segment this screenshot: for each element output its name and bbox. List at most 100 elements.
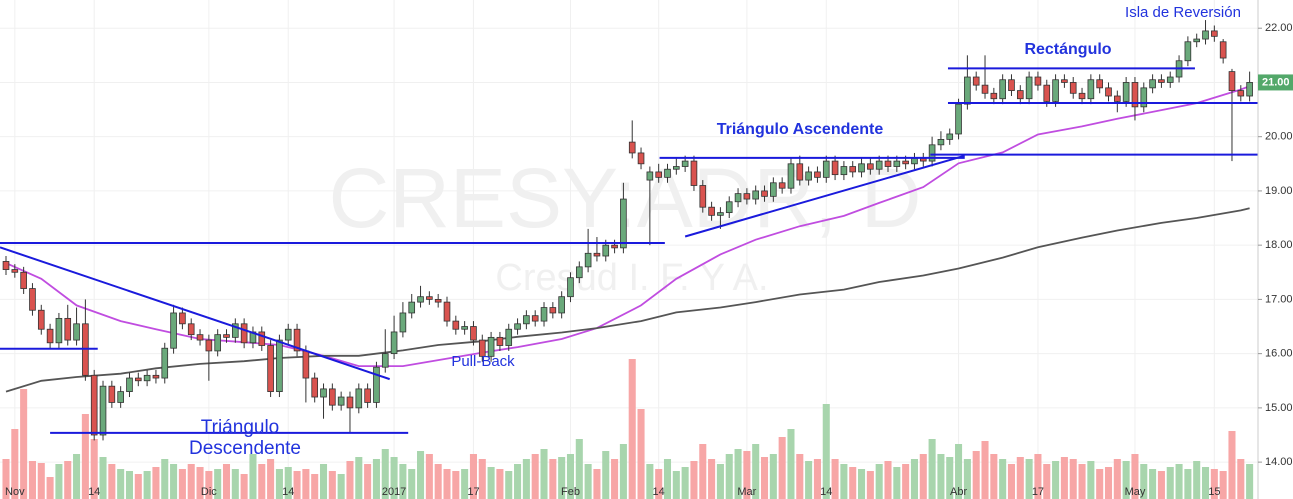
candle-body [443, 301, 451, 322]
candle-body [620, 198, 627, 249]
volume-bar [170, 464, 178, 499]
volume-bar [214, 469, 222, 499]
volume-bar [161, 459, 169, 499]
volume-bar [1034, 454, 1042, 499]
volume-bar [602, 451, 610, 499]
candle-body [673, 166, 680, 170]
volume-bar [858, 469, 866, 499]
candle-body [725, 201, 733, 214]
volume-bar [910, 459, 918, 499]
x-tick-label: 14 [820, 486, 832, 498]
volume-bar [655, 469, 663, 499]
volume-bar [355, 457, 363, 499]
volume-bar [328, 471, 336, 499]
candle-body [461, 326, 468, 330]
y-tick-label: 16.00 [1265, 348, 1293, 360]
trend-line [0, 246, 390, 381]
x-tick-label: 17 [1032, 486, 1044, 498]
candle-body [117, 391, 124, 403]
candle-body [170, 312, 177, 349]
candle-body [858, 163, 865, 173]
candle-body [646, 171, 654, 181]
volume-bar [1131, 454, 1139, 499]
candle-body [575, 266, 583, 279]
candle-body [1087, 79, 1095, 100]
candle-body [1158, 79, 1165, 83]
candle-body [1069, 82, 1077, 94]
candle-body [523, 315, 530, 325]
volume-layer [2, 359, 1254, 499]
volume-bar [37, 463, 45, 499]
candle-body [496, 336, 504, 346]
volume-bar [1149, 469, 1157, 499]
candle-body [928, 144, 936, 162]
trend-line [684, 154, 966, 238]
candle-body [232, 323, 239, 338]
candle-body [955, 103, 962, 135]
volume-bar [302, 469, 310, 499]
candle-body [311, 377, 319, 398]
candle-body [655, 171, 662, 178]
candle-body [179, 312, 186, 325]
volume-bar [540, 449, 548, 499]
candle-body [1131, 82, 1139, 108]
candle-body [1193, 38, 1201, 43]
candle-body [831, 160, 839, 176]
candle-body [346, 396, 354, 409]
volume-bar [231, 469, 239, 499]
x-tick-label: 17 [467, 486, 479, 498]
candle-body [1219, 41, 1227, 59]
candle-body [426, 296, 433, 300]
volume-bar [1016, 457, 1024, 499]
candle-body [1043, 84, 1051, 102]
volume-bar [20, 389, 28, 499]
annotation: Triángulo [201, 417, 280, 438]
candle-body [1061, 79, 1068, 83]
x-tick-label: 15 [1208, 486, 1220, 498]
volume-bar [937, 454, 945, 499]
candle-body [743, 193, 751, 200]
volume-bar [99, 457, 107, 499]
volume-bar [505, 471, 513, 499]
candle-body [364, 388, 371, 403]
candle-body [1149, 79, 1156, 89]
candle-body [787, 163, 795, 189]
volume-bar [452, 471, 460, 499]
volume-bar [875, 464, 883, 499]
volume-bar [311, 474, 319, 499]
volume-bar [681, 467, 689, 499]
volume-bar [408, 469, 416, 499]
candle-body [867, 163, 874, 170]
volume-bar [690, 461, 698, 499]
volume-bar [143, 471, 151, 499]
volume-bar [1210, 469, 1218, 499]
y-tick-label: 19.00 [1265, 185, 1293, 197]
volume-bar [90, 439, 98, 499]
candle-body [611, 244, 618, 249]
x-tick-label: Feb [561, 486, 580, 498]
volume-bar [125, 471, 134, 499]
volume-bar [558, 457, 566, 499]
x-tick-label: Mar [737, 486, 756, 498]
volume-bar [840, 464, 848, 499]
volume-bar [831, 459, 839, 499]
volume-bar [1157, 471, 1165, 499]
annotation: Triángulo Ascendente [717, 121, 884, 138]
candle-body [708, 206, 715, 216]
candle-body [884, 160, 892, 167]
volume-bar [434, 464, 442, 499]
candle-body [320, 388, 327, 398]
volume-bar [337, 474, 345, 499]
volume-bar [514, 464, 522, 499]
candle-body [1228, 71, 1236, 91]
volume-bar [1228, 431, 1236, 499]
candle-body [964, 76, 971, 105]
volume-bar [796, 454, 804, 499]
moving-average [5, 207, 1250, 393]
volume-bar [981, 441, 989, 499]
y-tick-label: 22.00 [1265, 22, 1293, 34]
volume-bar [990, 454, 998, 499]
